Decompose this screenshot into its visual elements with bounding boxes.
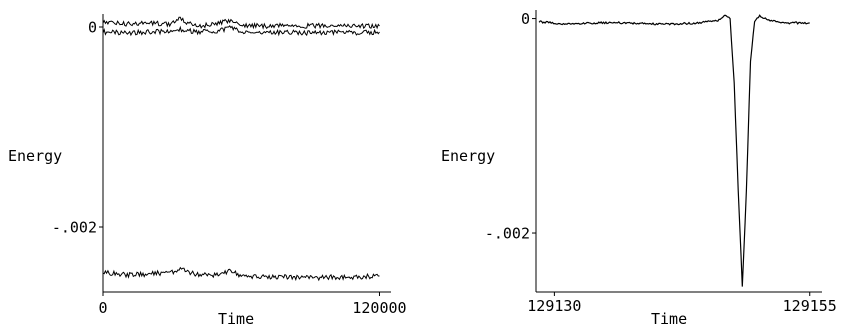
chart-2-x-tick-label-0: 129130 <box>527 297 581 315</box>
chart-1-y-tick-label-1: -.002 <box>52 219 97 237</box>
chart-2: Energy Time 0 -.002 129130 129155 <box>441 10 837 327</box>
chart-2-y-tick-label-0: 0 <box>521 10 530 28</box>
chart-1: Energy Time 0 -.002 0 120000 <box>8 14 407 327</box>
chart-2-x-tick-label-1: 129155 <box>783 297 837 315</box>
chart-1-ylabel: Energy <box>8 147 62 165</box>
chart-1-x-tick-label-0: 0 <box>98 299 107 317</box>
chart-1-y-tick-label-0: 0 <box>88 19 97 37</box>
chart-2-y-tick-label-1: -.002 <box>485 225 530 243</box>
chart-1-series-top <box>102 16 380 30</box>
chart-1-series-middle <box>102 25 380 37</box>
chart-2-ylabel: Energy <box>441 147 495 165</box>
chart-1-xlabel: Time <box>218 310 254 327</box>
chart-1-x-tick-label-1: 120000 <box>352 299 406 317</box>
chart-2-series-energy <box>538 14 810 287</box>
chart-1-series-bottom <box>102 266 380 282</box>
chart-2-xlabel: Time <box>651 310 687 327</box>
